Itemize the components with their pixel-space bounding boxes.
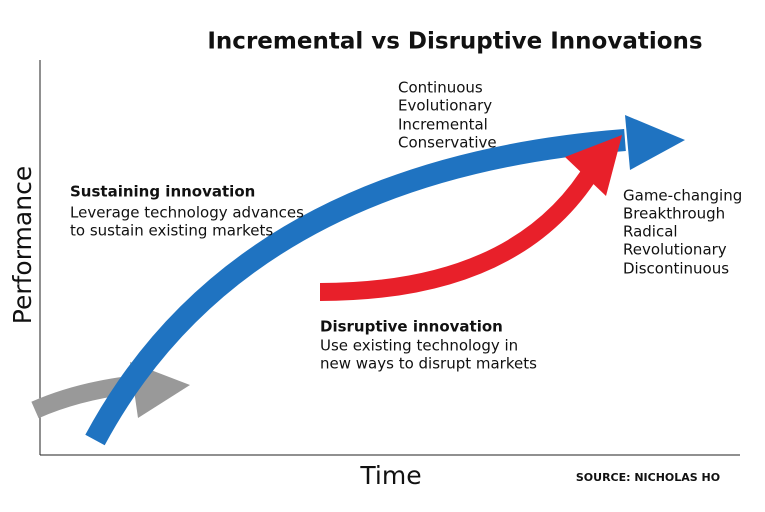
blue-arrow [85, 129, 626, 446]
title: Incremental vs Disruptive Innovations [207, 29, 702, 55]
top-label: Continuous [398, 79, 483, 97]
right-label: Revolutionary [623, 241, 727, 259]
disruptive-line: new ways to disrupt markets [320, 355, 537, 373]
disruptive-heading: Disruptive innovation [320, 318, 503, 336]
sustaining-heading: Sustaining innovation [70, 183, 255, 201]
sustaining-line: to sustain existing markets [70, 222, 273, 240]
red-arrow [319, 160, 603, 301]
source: SOURCE: NICHOLAS HO [576, 471, 720, 484]
blue-arrowhead [625, 115, 685, 170]
red-arrowhead [565, 135, 622, 196]
right-label: Discontinuous [623, 260, 729, 278]
y-axis-label: Performance [8, 166, 37, 324]
right-label: Breakthrough [623, 205, 725, 223]
right-label: Game-changing [623, 187, 742, 205]
disruptive-line: Use existing technology in [320, 337, 518, 355]
x-axis-label: Time [359, 461, 421, 490]
top-label: Evolutionary [398, 97, 492, 115]
top-label: Conservative [398, 134, 497, 152]
sustaining-line: Leverage technology advances [70, 204, 304, 222]
right-label: Radical [623, 223, 678, 241]
top-label: Incremental [398, 116, 488, 134]
